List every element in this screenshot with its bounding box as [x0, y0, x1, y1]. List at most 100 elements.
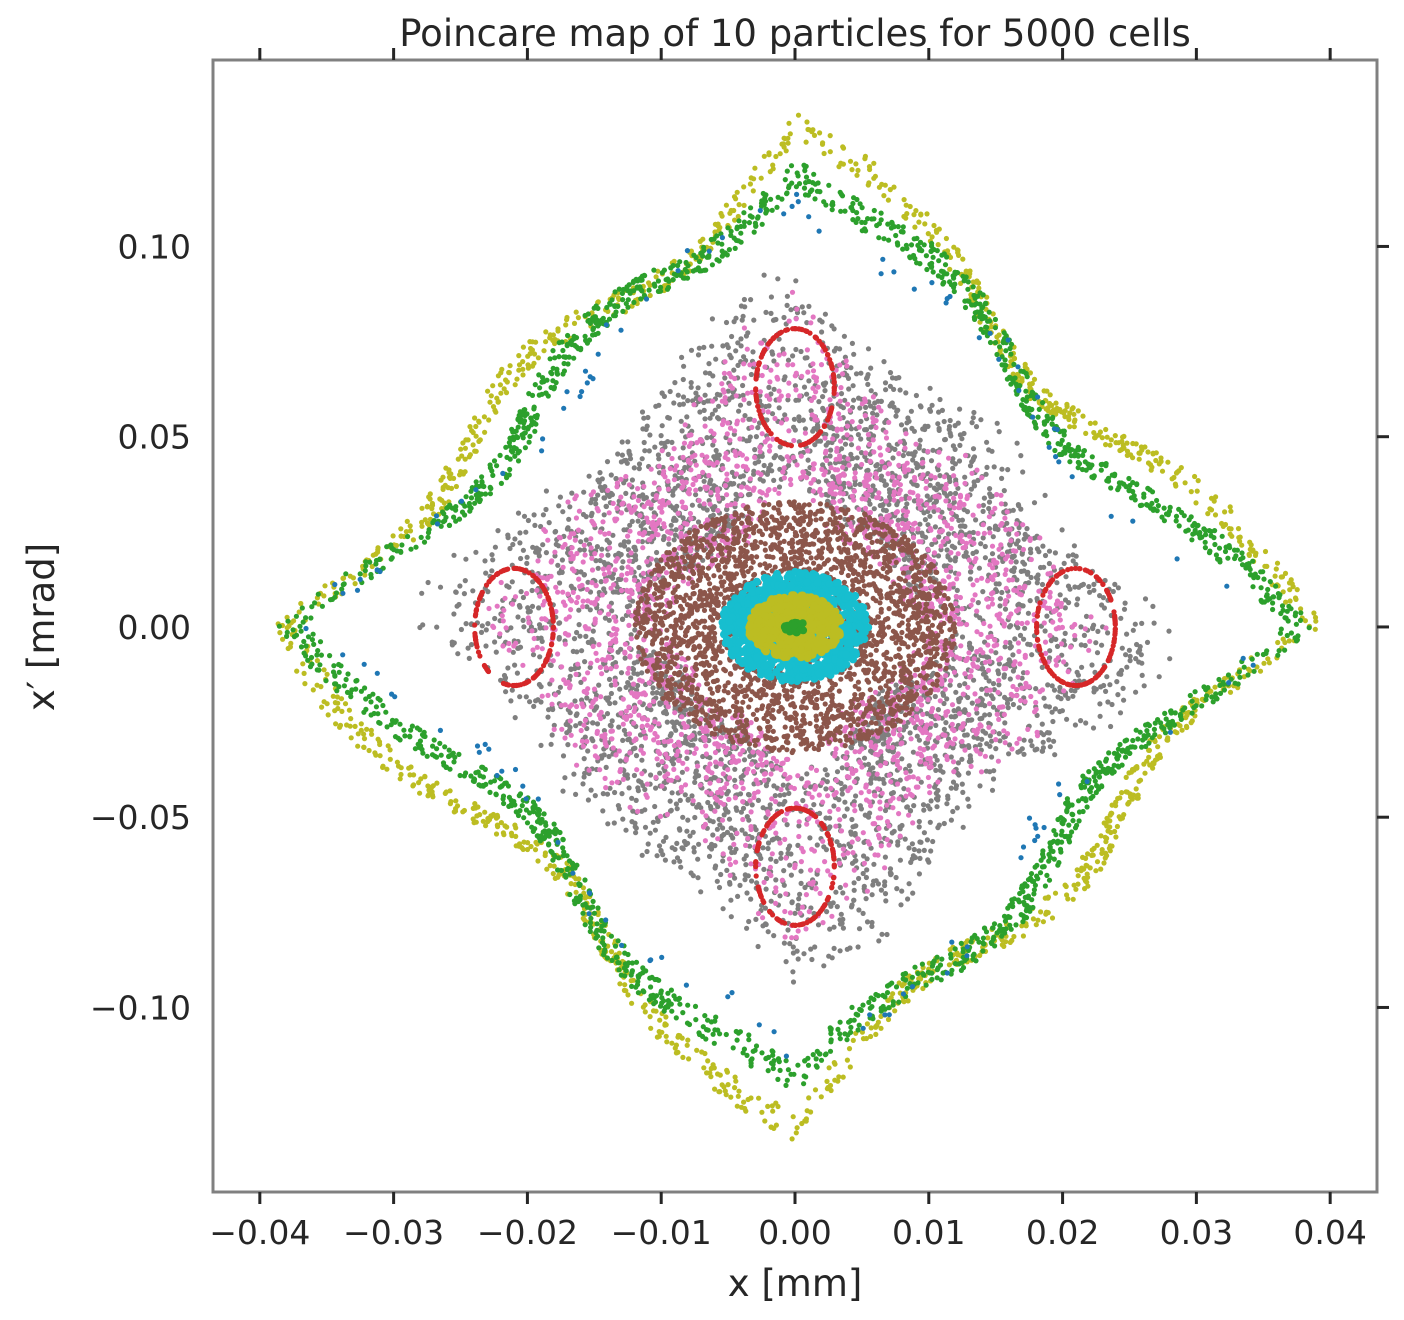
scatter-point [905, 415, 911, 421]
scatter-point [668, 731, 674, 737]
scatter-point [887, 866, 894, 872]
scatter-point [490, 472, 496, 478]
scatter-point [512, 536, 518, 542]
scatter-point [498, 480, 504, 486]
scatter-point [518, 589, 524, 595]
scatter-point [864, 374, 870, 380]
scatter-point [544, 377, 550, 383]
scatter-point [863, 1035, 870, 1042]
scatter-point [310, 687, 316, 693]
scatter-point [816, 228, 822, 234]
scatter-point [506, 369, 512, 376]
scatter-point [813, 1056, 819, 1062]
scatter-point [1297, 617, 1304, 624]
scatter-point [857, 201, 863, 207]
scatter-point [1286, 638, 1292, 644]
scatter-point [996, 332, 1002, 338]
scatter-point [520, 366, 526, 372]
scatter-point [1103, 756, 1109, 762]
scatter-point [1103, 442, 1109, 448]
scatter-point [1008, 351, 1014, 357]
scatter-point [803, 139, 809, 145]
scatter-point [652, 444, 658, 450]
scatter-point [529, 587, 535, 594]
scatter-point [795, 112, 802, 118]
scatter-point [854, 172, 860, 178]
scatter-point [697, 238, 703, 244]
scatter-point [910, 252, 917, 259]
scatter-point [525, 353, 531, 359]
scatter-point [1018, 912, 1024, 918]
scatter-point [768, 196, 774, 202]
scatter-point [300, 619, 306, 625]
scatter-point [422, 773, 428, 779]
scatter-point [702, 1013, 708, 1019]
scatter-point [595, 905, 601, 911]
scatter-point [1015, 364, 1021, 370]
scatter-point [746, 220, 753, 226]
scatter-point [992, 943, 998, 949]
scatter-point [1293, 621, 1299, 627]
scatter-point [943, 300, 949, 306]
scatter-point [1066, 822, 1072, 828]
scatter-point [608, 933, 615, 939]
scatter-point [862, 226, 868, 232]
scatter-point [1052, 447, 1058, 454]
scatter-point [513, 434, 519, 440]
scatter-point [499, 768, 505, 774]
scatter-point [776, 484, 783, 490]
scatter-point [1131, 792, 1137, 798]
scatter-point [652, 803, 658, 810]
scatter-point [557, 580, 563, 586]
scatter-point [878, 473, 885, 479]
scatter-point [741, 184, 747, 190]
scatter-point [417, 727, 423, 733]
scatter-point [737, 1029, 744, 1035]
scatter-point [480, 764, 486, 771]
scatter-point [1052, 890, 1059, 896]
scatter-point [308, 615, 314, 621]
scatter-point [473, 423, 479, 430]
scatter-point [704, 1070, 710, 1076]
scatter-point [1071, 419, 1077, 425]
scatter-point [856, 907, 862, 913]
scatter-point [733, 846, 739, 852]
scatter-point [1050, 414, 1056, 420]
scatter-point [671, 859, 677, 865]
scatter-point [1051, 426, 1057, 432]
scatter-point [742, 877, 748, 883]
scatter-point [802, 884, 808, 891]
scatter-point [419, 519, 425, 525]
scatter-point [640, 970, 646, 976]
scatter-point [949, 967, 955, 973]
scatter-point [361, 661, 367, 667]
scatter-point [859, 219, 865, 225]
scatter-point [595, 351, 601, 357]
scatter-point [595, 330, 601, 336]
scatter-point [548, 369, 554, 376]
scatter-point [573, 889, 579, 895]
scatter-point [941, 279, 947, 285]
scatter-point [924, 837, 931, 843]
scatter-point [886, 237, 892, 243]
scatter-point [1108, 513, 1114, 519]
scatter-point [842, 799, 848, 805]
scatter-point [729, 990, 735, 996]
scatter-point [1155, 503, 1161, 509]
scatter-point [1020, 933, 1026, 939]
scatter-point [1014, 440, 1020, 446]
scatter-point [728, 207, 734, 214]
scatter-point [692, 1003, 699, 1010]
scatter-point [1294, 587, 1300, 593]
scatter-point [1176, 523, 1182, 529]
scatter-point [352, 723, 358, 730]
scatter-point [561, 405, 567, 411]
scatter-point [1122, 600, 1128, 606]
scatter-point [587, 920, 594, 926]
scatter-point [1252, 571, 1258, 577]
scatter-point [535, 858, 541, 864]
scatter-point [1193, 500, 1199, 506]
scatter-point [455, 456, 461, 462]
scatter-point [1002, 644, 1008, 650]
